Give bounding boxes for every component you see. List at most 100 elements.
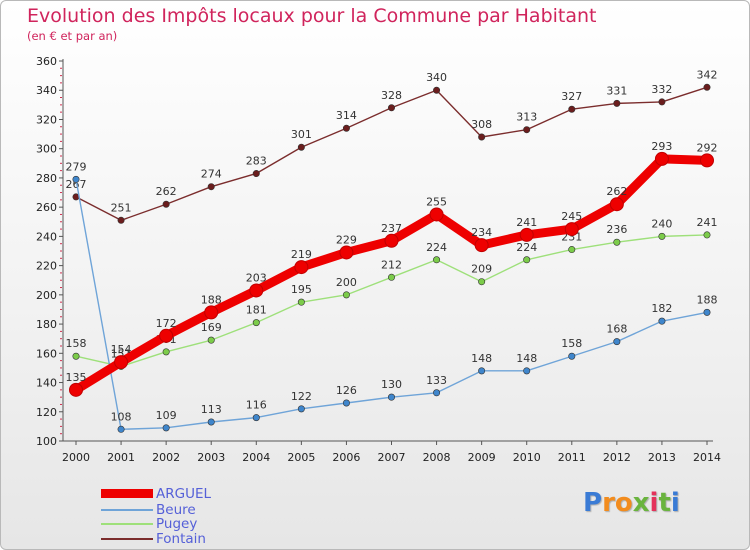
data-point-arguel [564, 222, 579, 237]
data-point-pugey [658, 232, 666, 240]
data-point-arguel [519, 227, 534, 242]
data-label-pugey: 212 [381, 258, 402, 271]
data-label-fontain: 340 [426, 71, 447, 84]
data-point-pugey [568, 246, 576, 254]
x-tick-label: 2010 [513, 451, 541, 464]
data-point-pugey [162, 348, 170, 356]
logo-letter: i [649, 488, 659, 518]
data-point-beure [703, 308, 711, 316]
data-point-fontain [568, 105, 576, 113]
data-point-beure [387, 393, 395, 401]
data-label-arguel: 262 [606, 185, 627, 198]
data-point-arguel [114, 355, 129, 370]
data-label-fontain: 274 [201, 168, 222, 181]
data-label-fontain: 251 [111, 201, 132, 214]
data-point-fontain [297, 143, 305, 151]
y-tick-label: 200 [36, 289, 57, 302]
logo-letter: P [583, 488, 603, 518]
y-tick-label: 320 [36, 113, 57, 126]
data-point-beure [162, 424, 170, 432]
data-label-arguel: 203 [246, 271, 267, 284]
y-tick-label: 360 [36, 55, 57, 68]
legend-swatch-beure [101, 509, 153, 511]
data-point-beure [613, 338, 621, 346]
data-label-pugey: 181 [246, 304, 267, 317]
x-tick-label: 2004 [242, 451, 270, 464]
data-point-pugey [478, 278, 486, 286]
data-point-beure [478, 367, 486, 375]
data-label-arguel: 154 [111, 343, 132, 356]
data-label-beure: 113 [201, 403, 222, 416]
data-point-arguel [294, 260, 309, 275]
legend-swatch-pugey [101, 523, 153, 525]
data-label-arguel: 241 [516, 216, 537, 229]
data-label-pugey: 241 [697, 216, 718, 229]
data-label-beure: 148 [471, 352, 492, 365]
data-label-pugey: 200 [336, 276, 357, 289]
data-label-beure: 182 [651, 302, 672, 315]
data-point-arguel [249, 283, 264, 298]
data-label-pugey: 236 [606, 223, 627, 236]
data-label-beure: 130 [381, 378, 402, 391]
data-label-beure: 279 [66, 160, 87, 173]
data-point-arguel [474, 238, 489, 253]
data-point-arguel [69, 382, 83, 397]
data-point-fontain [433, 86, 441, 94]
data-point-pugey [433, 256, 441, 264]
x-tick-label: 2000 [62, 451, 90, 464]
data-label-arguel: 135 [66, 371, 87, 384]
data-point-fontain [387, 104, 395, 112]
data-point-arguel [654, 151, 669, 166]
logo-letter: t [658, 488, 671, 518]
data-point-beure [523, 367, 531, 375]
data-point-pugey [387, 273, 395, 281]
y-tick-label: 140 [36, 377, 57, 390]
logo-letter: r [602, 488, 615, 518]
y-tick-label: 300 [36, 143, 57, 156]
data-label-pugey: 195 [291, 283, 312, 296]
data-label-beure: 109 [156, 409, 177, 422]
legend-item-beure: Beure [101, 502, 261, 518]
data-label-beure: 168 [606, 323, 627, 336]
chart-subtitle: (en € et par an) [27, 29, 118, 43]
y-tick-label: 280 [36, 172, 57, 185]
data-point-pugey [703, 231, 711, 239]
data-label-fontain: 301 [291, 128, 312, 141]
data-label-fontain: 313 [516, 111, 537, 124]
data-label-arguel: 292 [697, 141, 718, 154]
x-tick-label: 2006 [332, 451, 360, 464]
data-point-pugey [342, 291, 350, 299]
proxiti-logo: Proxiti [583, 488, 680, 518]
data-label-arguel: 293 [651, 140, 672, 153]
data-point-beure [568, 352, 576, 360]
data-point-fontain [117, 216, 125, 224]
legend-swatch-arguel [101, 489, 153, 498]
data-label-arguel: 255 [426, 195, 447, 208]
x-tick-label: 2014 [693, 451, 721, 464]
series-line-beure [75, 178, 708, 431]
x-tick-label: 2007 [378, 451, 406, 464]
data-label-fontain: 342 [697, 68, 718, 81]
y-tick-label: 240 [36, 230, 57, 243]
data-point-arguel [700, 153, 714, 168]
data-label-arguel: 234 [471, 226, 492, 239]
data-label-beure: 122 [291, 390, 312, 403]
logo-letter: i [670, 488, 680, 518]
data-label-pugey: 224 [426, 241, 447, 254]
legend-item-arguel: ARGUEL [101, 486, 261, 502]
data-point-arguel [339, 245, 354, 260]
y-tick-label: 260 [36, 201, 57, 214]
x-tick-label: 2005 [287, 451, 315, 464]
data-point-beure [72, 175, 80, 183]
data-label-fontain: 328 [381, 89, 402, 102]
data-label-pugey: 240 [651, 217, 672, 230]
data-point-pugey [297, 298, 305, 306]
data-point-arguel [609, 197, 624, 212]
x-tick-label: 2009 [468, 451, 496, 464]
data-point-pugey [207, 336, 215, 344]
legend-item-fontain: Fontain [101, 531, 261, 547]
data-point-fontain [162, 200, 170, 208]
data-label-fontain: 283 [246, 155, 267, 168]
